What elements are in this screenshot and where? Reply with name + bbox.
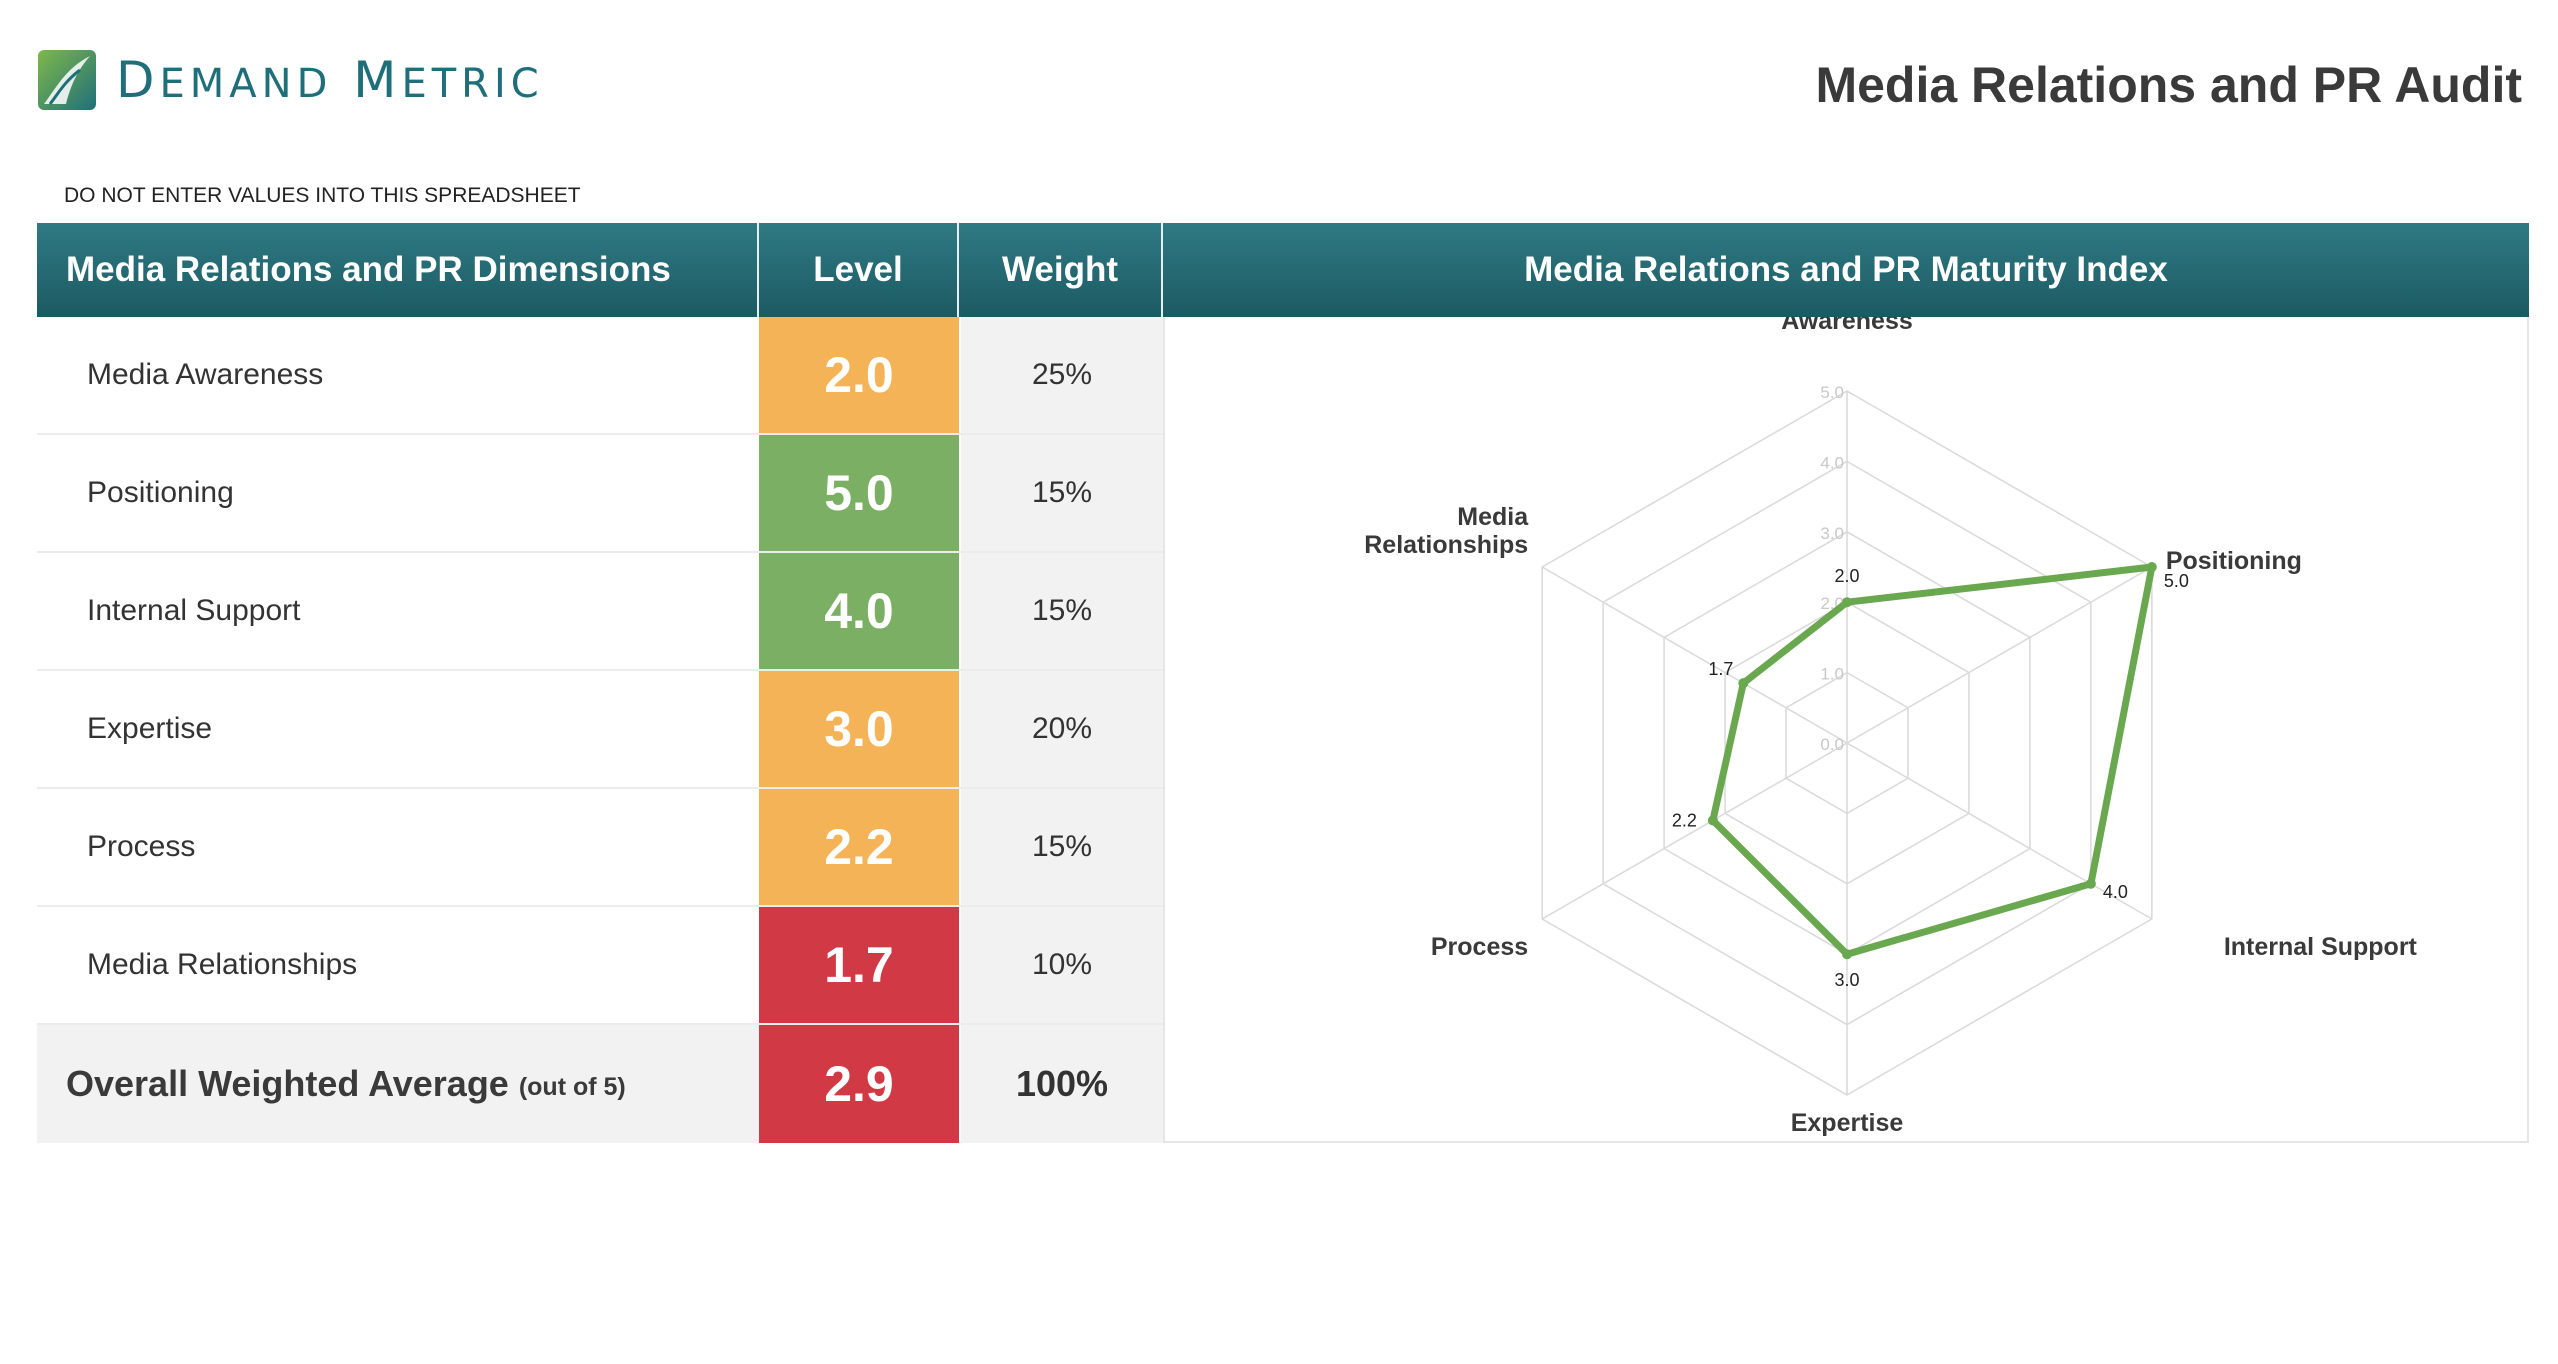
level-cell[interactable]: 2.2 bbox=[759, 789, 959, 905]
table-row: Process 2.2 15% bbox=[37, 789, 1163, 907]
tick-label: 5.0 bbox=[1820, 383, 1844, 402]
grid-spoke bbox=[1846, 566, 2153, 744]
data-point bbox=[1707, 815, 1718, 826]
dimension-cell[interactable]: Media Awareness bbox=[37, 317, 759, 433]
level-cell[interactable]: 3.0 bbox=[759, 671, 959, 787]
table-row: Expertise 3.0 20% bbox=[37, 671, 1163, 789]
weight-cell[interactable]: 25% bbox=[959, 317, 1163, 433]
total-sublabel: (out of 5) bbox=[518, 1072, 626, 1101]
weight-cell[interactable]: 10% bbox=[959, 907, 1163, 1023]
data-point bbox=[2085, 878, 2096, 889]
header-weight: Weight bbox=[959, 223, 1163, 317]
data-point bbox=[1842, 597, 1852, 608]
weight-cell[interactable]: 15% bbox=[959, 789, 1163, 905]
series-line bbox=[1709, 563, 2156, 958]
dimension-cell[interactable]: Internal Support bbox=[37, 553, 759, 669]
weight-cell[interactable]: 15% bbox=[959, 435, 1163, 551]
tick-label: 1.0 bbox=[1820, 665, 1844, 684]
dimension-cell[interactable]: Media Relationships bbox=[37, 907, 759, 1023]
weight-cell[interactable]: 15% bbox=[959, 553, 1163, 669]
category-label: Positioning bbox=[2166, 547, 2302, 575]
value-label: 5.0 bbox=[2164, 571, 2189, 591]
value-label: 2.2 bbox=[1672, 810, 1697, 830]
grid-spoke bbox=[1846, 742, 2153, 920]
chart-title: Media Relations and PR Maturity Index bbox=[1163, 223, 2529, 317]
level-cell[interactable]: 5.0 bbox=[759, 435, 959, 551]
total-label: Overall Weighted Average bbox=[66, 1063, 509, 1104]
maturity-chart-panel: Media Relations and PR Maturity Index 0.… bbox=[1163, 223, 2529, 1143]
level-cell[interactable]: 2.0 bbox=[759, 317, 959, 433]
radar-chart: 0.01.02.03.04.05.02.05.04.03.02.21.7Medi… bbox=[1364, 317, 2418, 1137]
weight-cell[interactable]: 20% bbox=[959, 671, 1163, 787]
value-label: 1.7 bbox=[1708, 659, 1733, 679]
logo-text: DEMAND METRIC bbox=[116, 51, 544, 109]
value-label: 2.0 bbox=[1834, 566, 1859, 586]
header-dimensions: Media Relations and PR Dimensions bbox=[37, 223, 759, 317]
dimension-cell[interactable]: Process bbox=[37, 789, 759, 905]
category-label: Internal Support bbox=[2224, 933, 2418, 961]
tick-label: 3.0 bbox=[1820, 524, 1844, 543]
grid-spoke bbox=[1541, 566, 1848, 744]
category-label: Process bbox=[1431, 933, 1528, 961]
audit-table: Media Relations and PR Dimensions Level … bbox=[37, 223, 1163, 1143]
data-point bbox=[1738, 678, 1749, 689]
page-title: Media Relations and PR Audit bbox=[1815, 57, 2522, 113]
level-cell[interactable]: 1.7 bbox=[759, 907, 959, 1023]
logo: DEMAND METRIC bbox=[36, 48, 544, 112]
total-label-cell[interactable]: Overall Weighted Average (out of 5) bbox=[37, 1025, 759, 1143]
table-row: Media Awareness 2.0 25% bbox=[37, 317, 1163, 435]
level-cell[interactable]: 4.0 bbox=[759, 553, 959, 669]
table-header: Media Relations and PR Dimensions Level … bbox=[37, 223, 1163, 317]
tick-label: 4.0 bbox=[1820, 453, 1844, 472]
value-label: 3.0 bbox=[1834, 970, 1859, 990]
total-row: Overall Weighted Average (out of 5) 2.9 … bbox=[37, 1025, 1163, 1143]
demand-metric-logo-icon bbox=[38, 50, 96, 110]
category-label: Media Relationships bbox=[1364, 503, 1529, 559]
data-point bbox=[1842, 949, 1852, 960]
header-level: Level bbox=[759, 223, 959, 317]
dimension-cell[interactable]: Positioning bbox=[37, 435, 759, 551]
value-label: 4.0 bbox=[2103, 882, 2128, 902]
total-weight-cell[interactable]: 100% bbox=[959, 1025, 1163, 1143]
category-label: Expertise bbox=[1791, 1109, 1904, 1137]
data-point bbox=[2146, 562, 2157, 572]
total-level-cell[interactable]: 2.9 bbox=[759, 1025, 959, 1143]
warning-text: DO NOT ENTER VALUES INTO THIS SPREADSHEE… bbox=[64, 184, 581, 207]
table-row: Internal Support 4.0 15% bbox=[37, 553, 1163, 671]
table-row: Positioning 5.0 15% bbox=[37, 435, 1163, 553]
table-row: Media Relationships 1.7 10% bbox=[37, 907, 1163, 1025]
tick-label: 0.0 bbox=[1820, 735, 1844, 754]
dimension-cell[interactable]: Expertise bbox=[37, 671, 759, 787]
grid-spoke bbox=[1541, 742, 1848, 920]
